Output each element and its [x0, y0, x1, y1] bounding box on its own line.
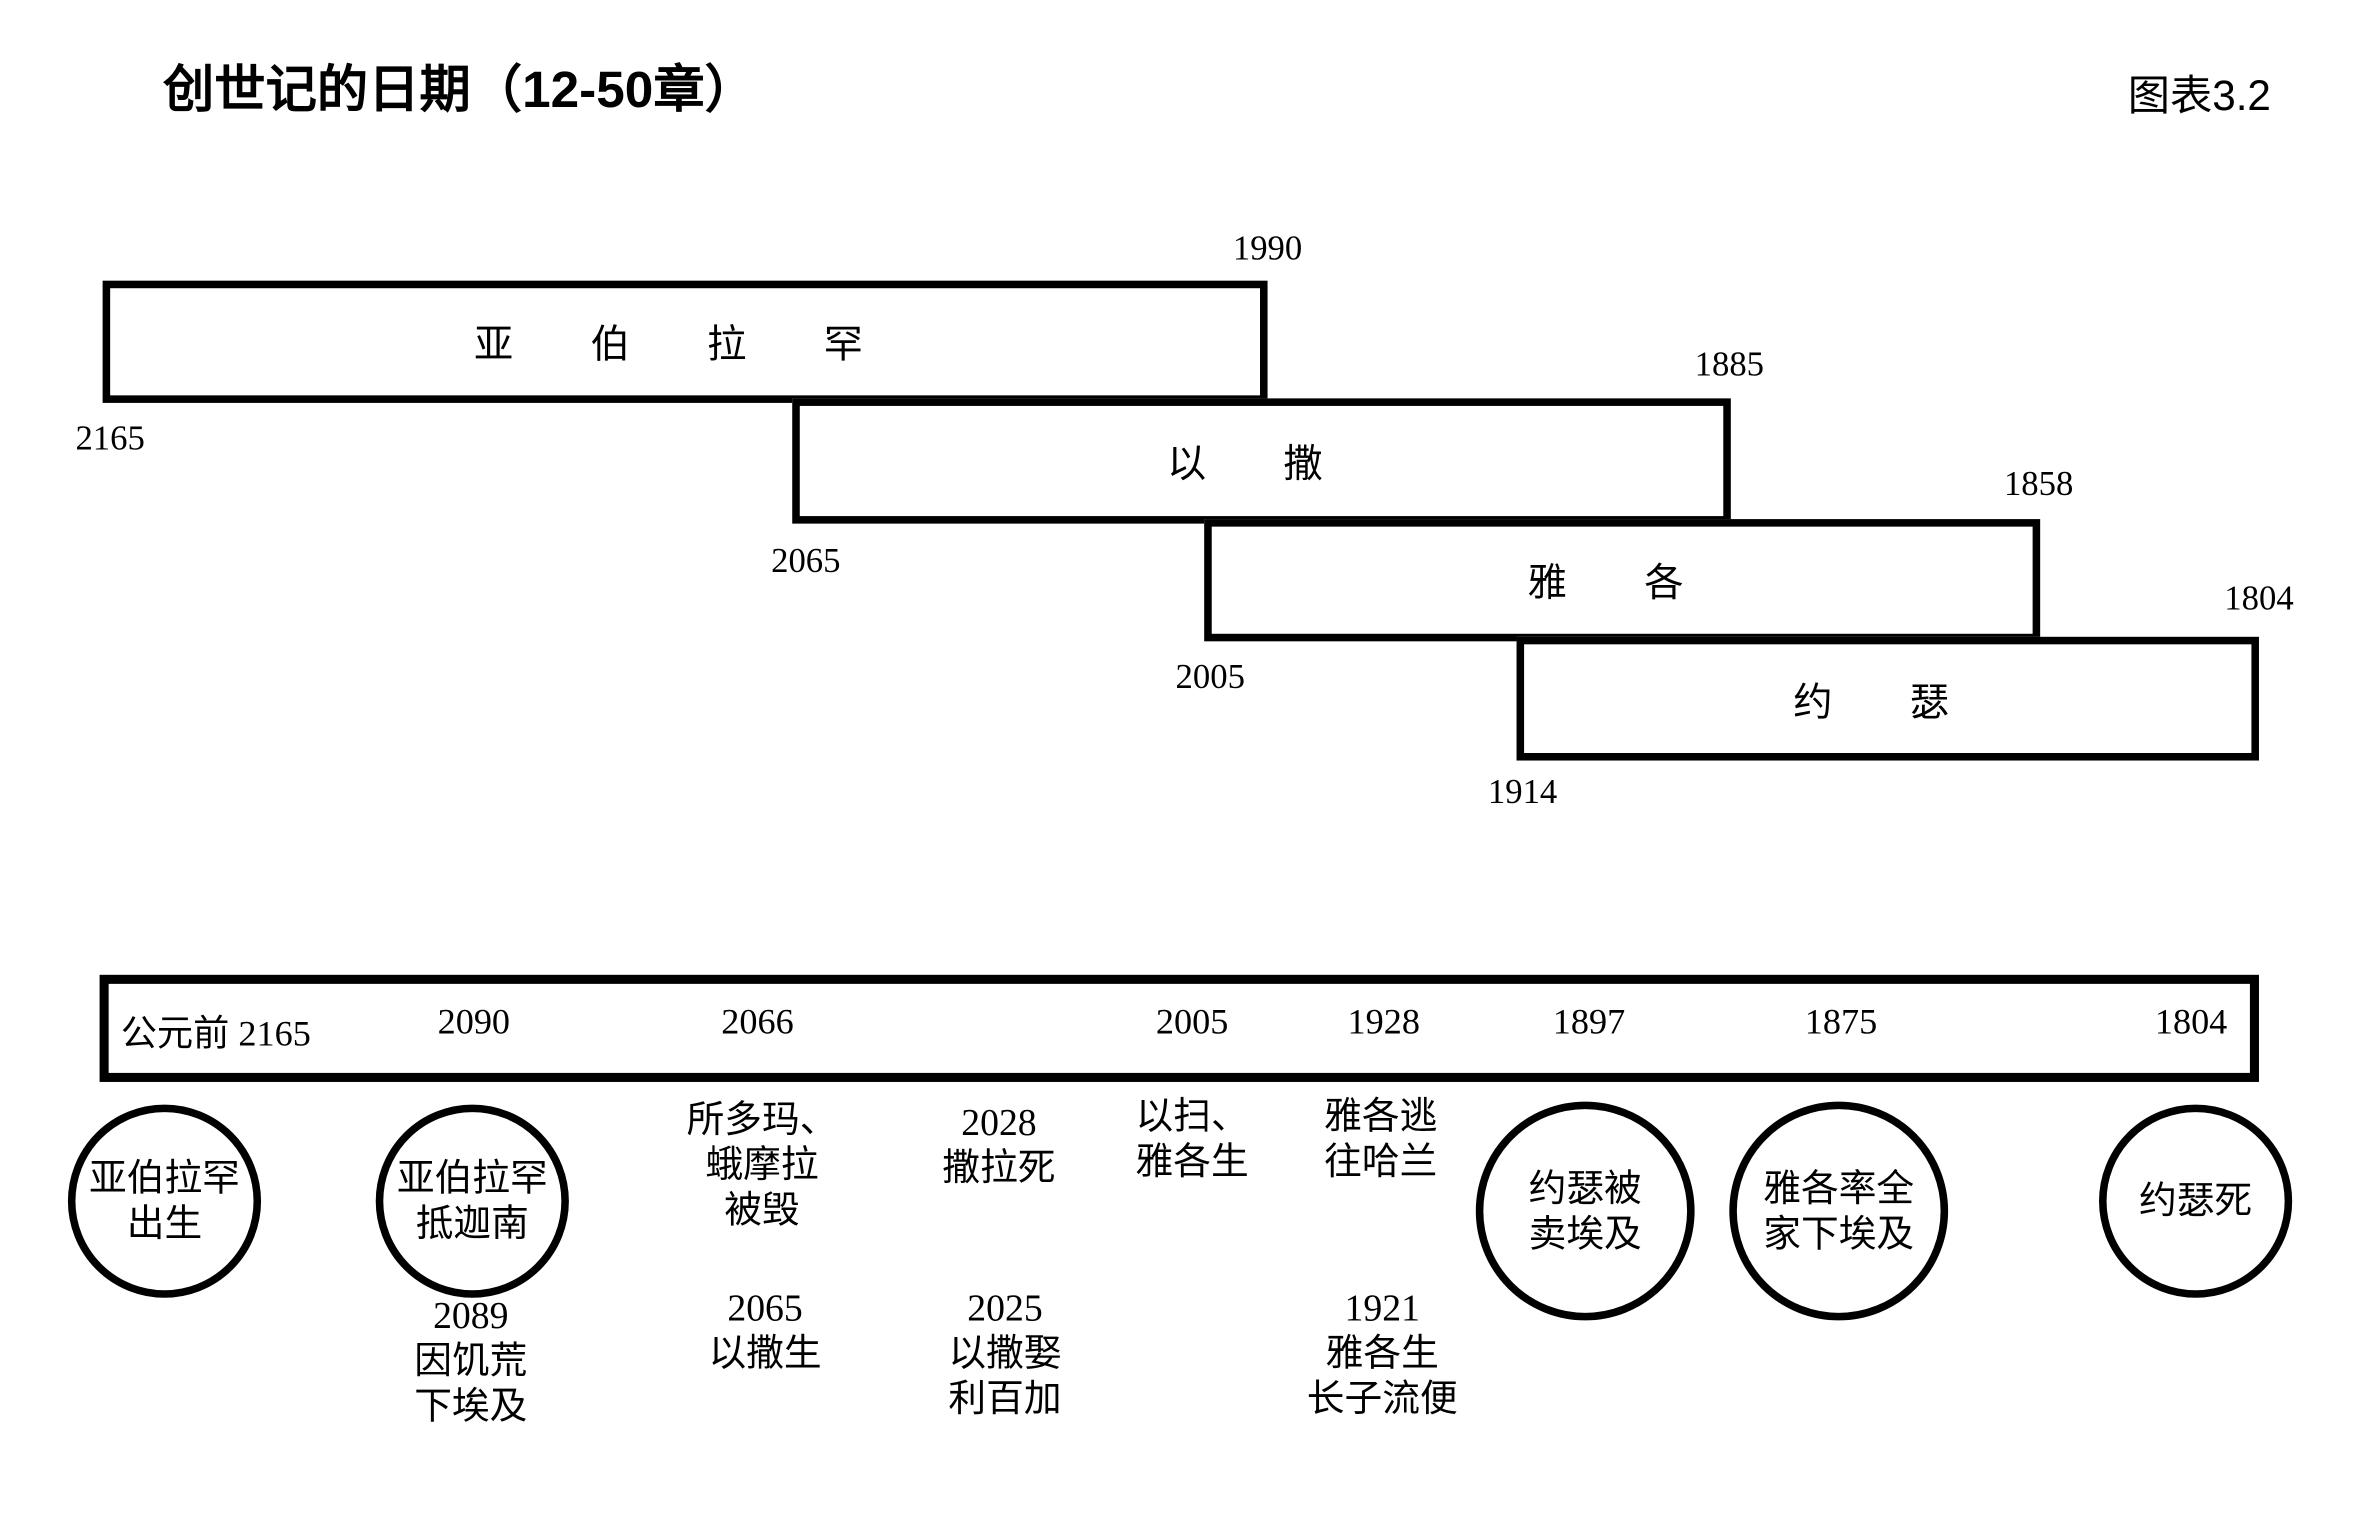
timeline-year: 2005 — [1155, 1003, 1229, 1043]
event-isaac-marries: 2025 以撒娶 利百加 — [948, 1288, 1062, 1420]
event-reuben-born: 1921 雅各生 长子流便 — [1306, 1288, 1458, 1420]
event-circle-joseph-sold: 约瑟被 卖埃及 — [1475, 1101, 1695, 1321]
abraham-end-year: 1990 — [1232, 229, 1303, 268]
event-famine: 2089 因饥荒 下埃及 — [414, 1296, 528, 1428]
chart-number: 图表3.2 — [2127, 72, 2271, 120]
jacob-end-year: 1858 — [2003, 464, 2074, 503]
era-prefix: 公元前 — [120, 1015, 230, 1055]
timeline-year: 1804 — [2154, 1003, 2228, 1043]
event-circle-joseph-death: 约瑟死 — [2099, 1104, 2293, 1298]
year: 2165 — [238, 1015, 311, 1055]
event-circle-jacob-egypt: 雅各率全 家下埃及 — [1729, 1101, 1949, 1321]
event-circle-abraham-canaan: 亚伯拉罕 抵迦南 — [375, 1104, 569, 1298]
timeline-year-2165: 公元前 2165 — [121, 1003, 311, 1056]
lifespan-bar-isaac: 以 撒 — [792, 398, 1731, 524]
lifespan-bar-abraham: 亚 伯 拉 罕 — [102, 280, 1268, 403]
isaac-end-year: 1885 — [1694, 345, 1765, 384]
joseph-end-year: 1804 — [2224, 579, 2294, 618]
event-esau-jacob-born: 以扫、 雅各生 — [1135, 1097, 1249, 1184]
event-isaac-born: 2065 以撒生 — [708, 1288, 822, 1375]
jacob-start-year: 2005 — [1175, 657, 1245, 696]
timeline-year: 1897 — [1552, 1003, 1626, 1043]
timeline-year: 1928 — [1347, 1003, 1420, 1043]
lifespan-bar-jacob: 雅 各 — [1204, 519, 2041, 642]
timeline-year: 2090 — [437, 1003, 511, 1043]
event-circle-abraham-born: 亚伯拉罕 出生 — [67, 1104, 262, 1298]
event-sarah-death: 2028 撒拉死 — [942, 1103, 1056, 1190]
timeline-bar — [99, 974, 2259, 1082]
timeline-year: 1875 — [1804, 1003, 1878, 1043]
abraham-start-year: 2165 — [75, 419, 145, 458]
lifespan-bar-joseph: 约 瑟 — [1516, 636, 2259, 761]
timeline-year: 2066 — [721, 1003, 794, 1043]
event-sodom: 所多玛、 蛾摩拉 被毁 — [686, 1100, 838, 1232]
page-title: 创世记的日期（12-50章） — [162, 61, 756, 120]
joseph-start-year: 1914 — [1487, 772, 1558, 811]
event-jacob-flees: 雅各逃 往哈兰 — [1324, 1097, 1438, 1184]
isaac-start-year: 2065 — [771, 541, 841, 580]
